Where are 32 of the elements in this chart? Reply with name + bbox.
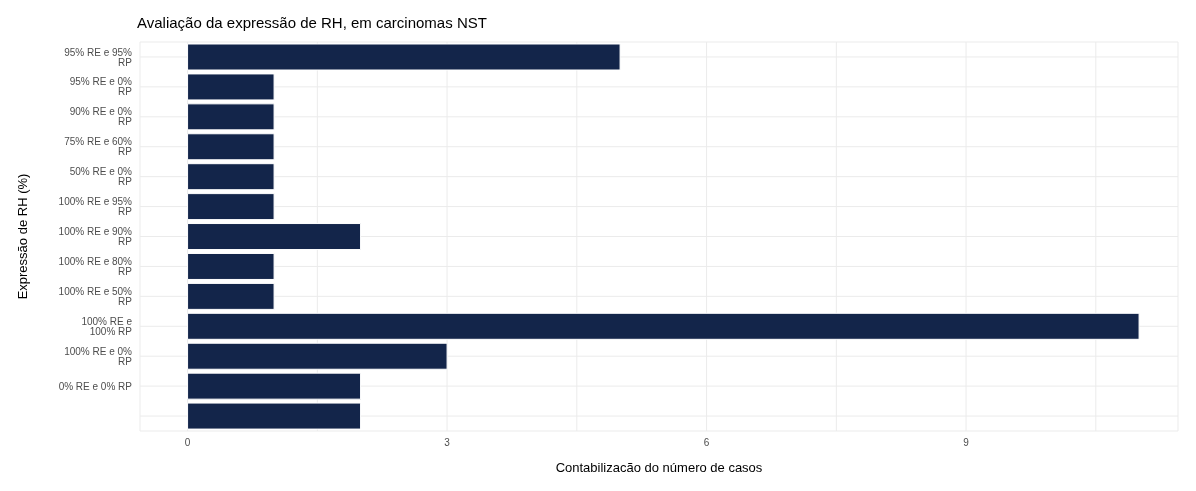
bar bbox=[187, 193, 275, 221]
x-tick-label: 3 bbox=[444, 437, 451, 449]
y-tick-label: 100% RE e 95% RP bbox=[58, 196, 133, 218]
bar bbox=[187, 223, 362, 251]
y-tick-label: 100% RE e 80% RP bbox=[58, 255, 133, 277]
x-tick-label: 6 bbox=[703, 437, 710, 449]
bar bbox=[187, 372, 362, 400]
y-axis-title: Expressão de RH (%) bbox=[14, 173, 30, 300]
bar bbox=[187, 312, 1140, 340]
y-tick-label: 50% RE e 0% RP bbox=[69, 166, 133, 188]
y-tick-label: 100% RE e 50% RP bbox=[58, 285, 133, 307]
bar bbox=[187, 163, 275, 191]
bar bbox=[187, 103, 275, 131]
y-tick-label: 75% RE e 60% RP bbox=[64, 136, 133, 158]
y-tick-label: 0% RE e 0% RP bbox=[58, 380, 133, 392]
y-tick-label: 90% RE e 0% RP bbox=[69, 106, 133, 128]
y-tick-label: 100% RE e 0% RP bbox=[64, 345, 133, 367]
bar bbox=[187, 402, 362, 430]
chart-title: Avaliação da expressão de RH, em carcinomas NST bbox=[136, 13, 488, 33]
bar bbox=[187, 133, 275, 161]
y-tick-label: 95% RE e 0% RP bbox=[69, 76, 133, 98]
bar bbox=[187, 282, 275, 310]
y-tick-label: 100% RE e 100% RP bbox=[81, 315, 133, 337]
x-axis-title: Contabilizacão do número de casos bbox=[555, 460, 763, 476]
y-tick-label: 95% RE e 95% RP bbox=[64, 46, 133, 68]
bar bbox=[187, 252, 275, 280]
y-tick-label: 100% RE e 90% RP bbox=[58, 226, 133, 248]
x-tick-label: 0 bbox=[184, 437, 191, 449]
bar bbox=[187, 73, 275, 101]
bar bbox=[187, 342, 448, 370]
bar bbox=[187, 43, 621, 71]
x-tick-label: 9 bbox=[963, 437, 970, 449]
